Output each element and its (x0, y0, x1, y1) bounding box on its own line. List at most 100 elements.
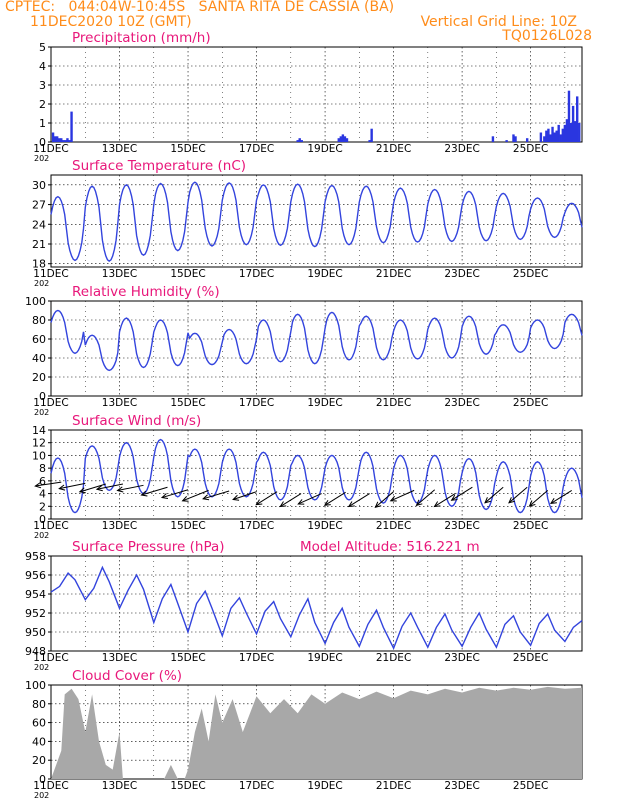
precip-bar (563, 124, 567, 142)
precip-bar (62, 140, 65, 142)
wind-wind-arrow (375, 491, 394, 508)
precip-xtick-label: 13DEC (102, 143, 137, 155)
wind-wind-arrow (484, 486, 504, 504)
precip-bar (545, 130, 548, 142)
rh-ytick-label: 60 (32, 333, 46, 346)
wind-wind-arrowhead (450, 494, 458, 501)
precip-bar (553, 132, 556, 142)
wind-xtick-label: 25DEC (513, 520, 548, 532)
cloud-year-fragment: 202 (34, 791, 49, 800)
press-ytick-label: 958 (25, 550, 46, 563)
precip-bar (300, 140, 303, 142)
wind-ytick-label: 8 (39, 462, 46, 475)
cloud-ytick-label: 40 (32, 735, 46, 748)
wind-ytick-label: 12 (32, 437, 46, 450)
precip-bar (573, 121, 577, 142)
precip-bar (368, 140, 371, 142)
wind-wind-arrowhead (297, 499, 305, 505)
wind-xtick-label: 17DEC (239, 520, 274, 532)
wind-wind-arrow (434, 493, 456, 507)
precip-bar (337, 138, 340, 142)
precip-bar (343, 136, 347, 142)
precip-xtick-label: 23DEC (444, 143, 479, 155)
wind-wind-arrowhead (279, 501, 287, 508)
wind-wind-arrowhead (549, 498, 557, 505)
precip-title: Precipitation (mm/h) (72, 30, 211, 46)
wind-wind-arrowhead (255, 499, 263, 506)
precip-bar (547, 128, 550, 142)
precip-ytick-label: 0 (39, 136, 46, 149)
wind-ytick-label: 2 (39, 500, 46, 513)
wind-wind-arrow (161, 489, 189, 499)
temp-xtick-label: 17DEC (239, 268, 274, 280)
precip-bar (539, 132, 543, 142)
press-frame (50, 555, 583, 652)
wind-wind-arrow (35, 481, 62, 487)
press-subtitle: Model Altitude: 516.221 m (300, 539, 480, 555)
press-xtick-label: 19DEC (307, 652, 342, 664)
header-station: CPTEC: 044:04W-10:45S SANTA RITA DE CASS… (5, 0, 395, 15)
wind-wind-arrowhead (389, 495, 397, 502)
cloud-ytick-label: 100 (25, 679, 46, 692)
wind-wind-arrow (232, 491, 257, 500)
precip-bar (576, 96, 579, 142)
temp-title: Surface Temperature (nC) (72, 158, 246, 174)
wind-wind-arrow (96, 483, 124, 490)
precip-bar (60, 138, 63, 142)
temp-xtick-label: 19DEC (307, 268, 342, 280)
precip-bar (58, 138, 61, 142)
cloud-xtick-label: 23DEC (444, 780, 479, 792)
wind-wind-arrowhead (116, 486, 124, 493)
wind-wind-arrowhead (323, 499, 331, 506)
cloud-area (51, 686, 582, 779)
temp-ytick-label: 27 (32, 199, 46, 212)
precip-bar (339, 136, 343, 142)
press-ytick-label: 954 (25, 588, 46, 601)
precip-bar (555, 130, 558, 142)
cloud-xtick-label: 25DEC (513, 780, 548, 792)
wind-wind-arrow (451, 486, 473, 501)
wind-wind-arrow (182, 489, 209, 502)
rh-ytick-label: 80 (32, 314, 46, 327)
wind-xtick-label: 13DEC (102, 520, 137, 532)
rh-xtick-label: 13DEC (102, 397, 137, 409)
wind-xtick-label: 19DEC (307, 520, 342, 532)
temp-xtick-label: 15DEC (170, 268, 205, 280)
temp-ytick-label: 30 (32, 179, 46, 192)
cloud-ytick-label: 20 (32, 754, 46, 767)
precip-bar (557, 124, 560, 142)
wind-wind-arrow (280, 493, 302, 507)
precip-frame (50, 46, 583, 143)
precip-bar (51, 132, 55, 142)
temp-ytick-label: 24 (32, 218, 46, 231)
rh-xtick-label: 21DEC (376, 397, 411, 409)
precip-bar (64, 140, 67, 142)
precip-bar (578, 123, 581, 142)
cloud-xtick-label: 19DEC (307, 780, 342, 792)
precip-xtick-label: 11DEC (33, 143, 68, 155)
wind-wind-arrowhead (433, 501, 441, 508)
wind-xtick-label: 21DEC (376, 520, 411, 532)
precip-xtick-label: 19DEC (307, 143, 342, 155)
precip-bar (370, 128, 373, 142)
wind-wind-arrowhead (374, 501, 382, 509)
cloud-xtick-label: 13DEC (102, 780, 137, 792)
press-year-fragment: 202 (34, 663, 49, 672)
temp-frame (50, 174, 583, 268)
precip-bar (567, 90, 571, 142)
wind-wind-arrowhead (181, 496, 189, 502)
wind-wind-arrowhead (202, 494, 210, 501)
wind-wind-arrow (390, 489, 415, 502)
wind-wind-arrowhead (95, 485, 103, 492)
wind-wind-arrowhead (347, 501, 355, 508)
wind-wind-arrow (117, 484, 144, 491)
precip-ytick-label: 5 (39, 41, 46, 54)
precip-bar (53, 136, 57, 142)
rh-frame (50, 300, 583, 397)
precip-bar (512, 134, 515, 142)
precip-xtick-label: 21DEC (376, 143, 411, 155)
press-xtick-label: 11DEC (33, 652, 68, 664)
wind-year-fragment: 202 (34, 531, 49, 540)
wind-wind-arrowhead (484, 497, 491, 504)
